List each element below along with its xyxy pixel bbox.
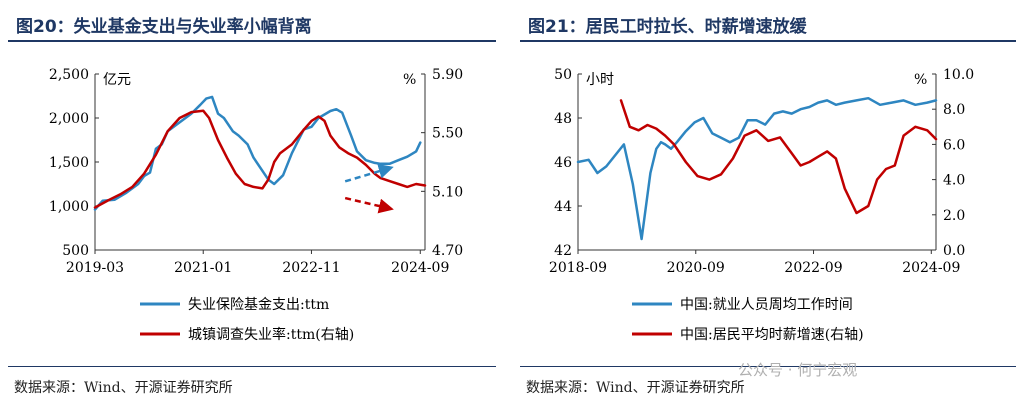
right-legend-label-1: 中国:居民平均时薪增速(右轴)	[680, 327, 864, 343]
left-title-rule	[8, 40, 496, 42]
left-right-tick-label: 5.90	[432, 67, 463, 83]
right-right-tick-label: 10.0	[943, 67, 974, 83]
watermark: 公众号 · 何宁宏观	[738, 361, 858, 379]
left-left-unit: 亿元	[103, 72, 131, 88]
left-right-tick-label: 5.50	[432, 126, 463, 142]
right-left-unit: 小时	[586, 72, 614, 88]
right-series-line-0	[576, 96, 938, 241]
right-right-tick-label: 4.0	[943, 173, 965, 189]
right-left-tick-label: 48	[554, 111, 572, 127]
left-left-tick-label: 1,500	[49, 155, 89, 171]
right-right-tick-label: 8.0	[943, 102, 965, 118]
left-annotation-arrow	[344, 163, 394, 183]
right-left-tick-label: 50	[554, 67, 572, 83]
left-series-line-1	[93, 109, 427, 209]
right-chart-title: 图21：居民工时拉长、时薪增速放缓	[528, 17, 807, 37]
left-right-tick-label: 5.10	[432, 184, 463, 200]
left-source-text: 数据来源：Wind、开源证券研究所	[14, 380, 233, 396]
right-right-unit: %	[914, 72, 927, 88]
right-right-tick-label: 0.0	[943, 243, 965, 259]
left-chart: 500 1,000 1,500 2,000 2,500 4.70 5.10 5.50 5.90 2…	[49, 67, 463, 343]
right-chart: 42 44 46 48 50 0.0 2.0 4.0 6.0 8.0 10.0 2018-09 2020…	[549, 67, 974, 343]
left-left-tick-label: 500	[62, 243, 89, 259]
left-legend-label-1: 城镇调查失业率:ttm(右轴)	[188, 326, 354, 343]
right-x-tick-label: 2018-09	[549, 260, 607, 276]
left-x-tick-label: 2019-03	[66, 260, 124, 276]
left-right-tick-label: 4.70	[432, 243, 463, 259]
right-left-tick-label: 46	[554, 155, 572, 171]
left-x-tick-label: 2024-09	[391, 260, 449, 276]
right-title-rule	[520, 40, 1016, 42]
right-x-tick-label: 2022-09	[784, 260, 842, 276]
left-legend-label-0: 失业保险基金支出:ttm	[188, 296, 329, 313]
right-series-line-1	[619, 99, 938, 215]
right-legend-label-0: 中国:就业人员周均工作时间	[680, 297, 853, 313]
right-source-text: 数据来源：Wind、开源证券研究所	[526, 380, 745, 396]
left-left-tick-label: 1,000	[49, 199, 89, 215]
left-left-tick-label: 2,000	[49, 111, 89, 127]
right-source-rule	[520, 366, 1016, 367]
left-annotation-arrow	[344, 196, 394, 214]
left-source-rule	[8, 366, 496, 367]
right-x-tick-label: 2020-09	[667, 260, 725, 276]
right-left-tick-label: 44	[554, 199, 572, 215]
left-x-tick-label: 2022-11	[282, 260, 340, 276]
right-right-tick-label: 2.0	[943, 208, 965, 224]
left-chart-title: 图20：失业基金支出与失业率小幅背离	[16, 17, 312, 37]
left-right-unit: %	[403, 72, 416, 88]
right-left-tick-label: 42	[554, 243, 572, 259]
left-left-tick-label: 2,500	[49, 67, 89, 83]
left-series-line-0	[93, 95, 422, 211]
right-x-tick-label: 2024-09	[902, 260, 960, 276]
left-x-tick-label: 2021-01	[174, 260, 232, 276]
right-right-tick-label: 6.0	[943, 137, 965, 153]
